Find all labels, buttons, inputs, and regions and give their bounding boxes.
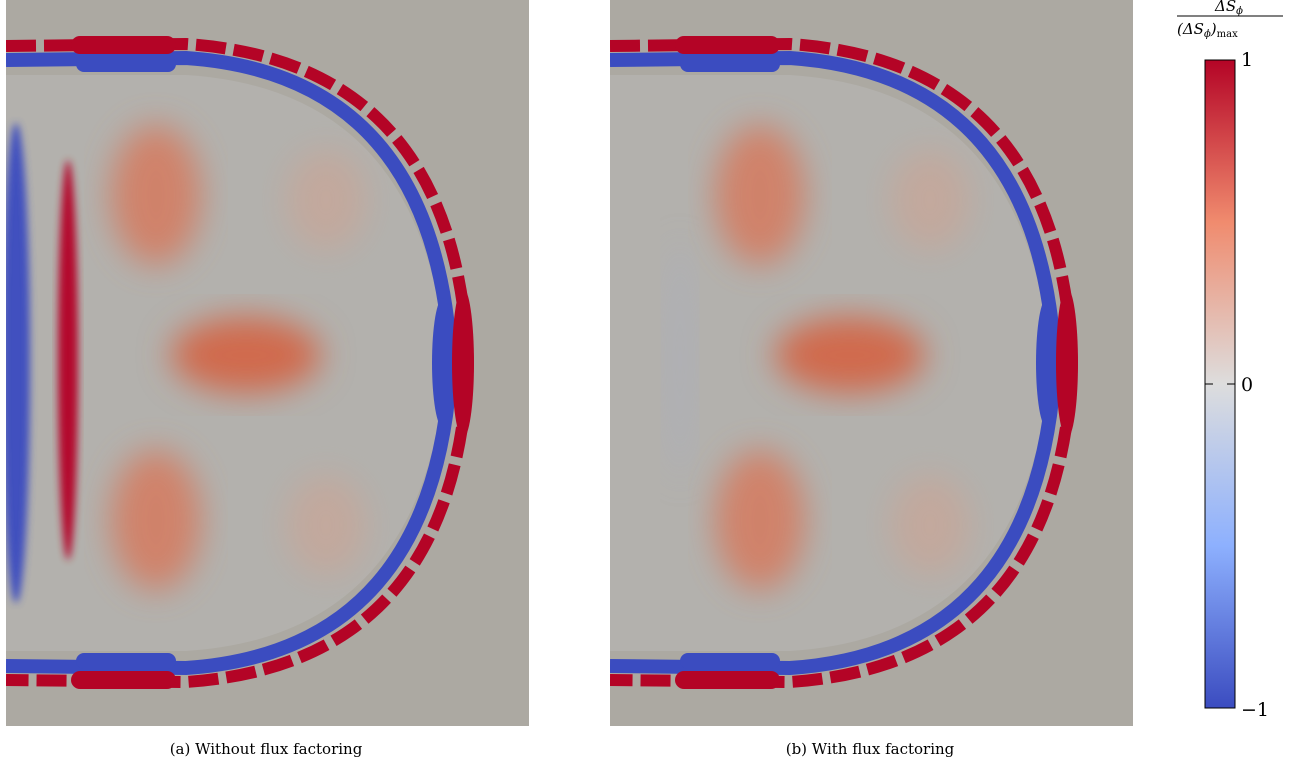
top-red-bar: [71, 36, 176, 54]
caption-b: (b) With flux factoring: [785, 740, 955, 758]
center-red-blob: [775, 317, 925, 393]
upper-right-blob: [890, 150, 970, 250]
panel-without-flux-factoring: [6, 0, 529, 726]
lower-right-blob: [890, 475, 970, 575]
right-red-lobe: [1056, 288, 1078, 438]
tick-label-mid: 0: [1241, 374, 1253, 396]
colorbar-label-denominator: (ΔSϕ)max: [1177, 20, 1238, 40]
top-blue-bar: [680, 56, 780, 72]
upper-red-blob: [715, 125, 805, 265]
colorbar: ΔSϕ (ΔSϕ)max 1 0 −1: [1177, 0, 1283, 720]
right-red-lobe: [452, 288, 474, 438]
lower-red-blob: [111, 450, 201, 590]
colorbar-label-numerator: ΔSϕ: [1214, 0, 1243, 17]
bottom-red-bar: [675, 671, 780, 689]
bottom-blue-bar: [680, 653, 780, 669]
left-faint-stripe: [668, 240, 692, 480]
tick-label-top: 1: [1241, 49, 1253, 71]
lower-right-blob: [286, 475, 366, 575]
left-red-stripe: [58, 160, 78, 560]
field-plot-b: [610, 0, 1133, 726]
top-blue-bar: [76, 56, 176, 72]
caption-a: (a) Without flux factoring: [169, 740, 363, 758]
upper-right-blob: [286, 150, 366, 250]
bottom-blue-bar: [76, 653, 176, 669]
tick-label-bottom: −1: [1241, 699, 1269, 720]
lower-red-blob: [715, 450, 805, 590]
right-blue-lobe: [1036, 298, 1058, 428]
center-red-blob: [171, 317, 321, 393]
field-plot-a: [6, 0, 529, 726]
right-blue-lobe: [432, 298, 454, 428]
upper-red-blob: [111, 125, 201, 265]
bottom-red-bar: [71, 671, 176, 689]
panel-with-flux-factoring: [610, 0, 1133, 726]
left-blue-stripe: [6, 123, 30, 603]
top-red-bar: [675, 36, 780, 54]
